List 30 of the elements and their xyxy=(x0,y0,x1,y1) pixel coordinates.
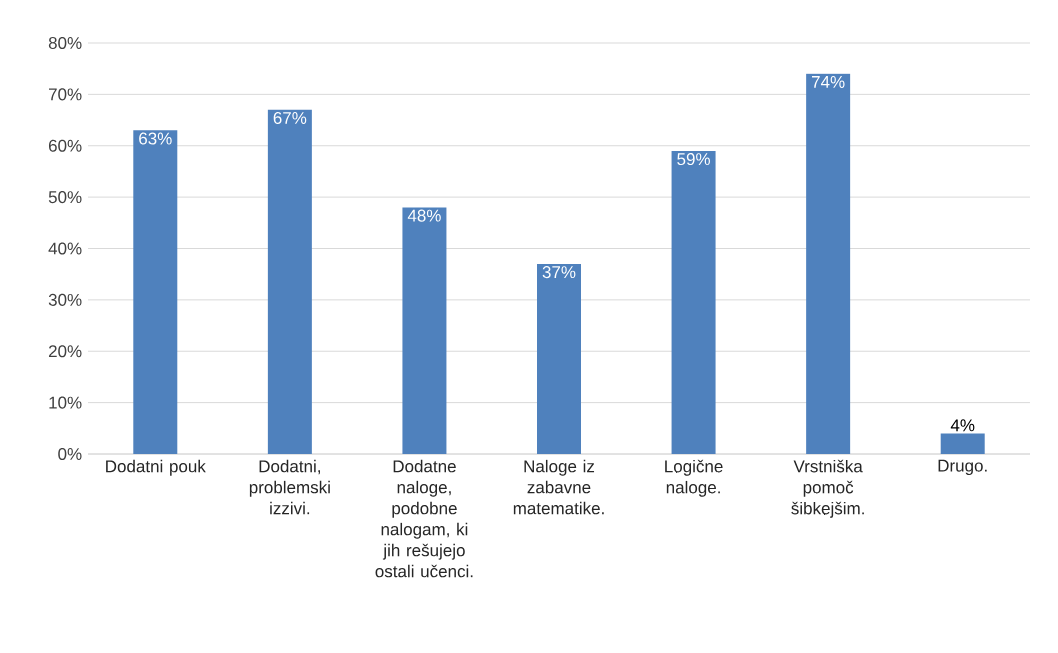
x-tick-label: Dodatni, problemski izzivi. xyxy=(249,459,330,515)
y-tick-label: 10% xyxy=(49,396,82,409)
bar xyxy=(537,263,581,454)
data-label: 48% xyxy=(407,209,441,222)
bar xyxy=(940,433,985,454)
x-tick-label: Naloge iz zabavne matematike. xyxy=(513,459,604,515)
y-tick-label: 80% xyxy=(48,36,82,50)
bar xyxy=(806,73,851,454)
y-tick-label: 50% xyxy=(48,191,82,204)
y-tick-label: 70% xyxy=(49,88,82,101)
y-tick-label: 30% xyxy=(48,293,82,306)
x-tick-label: Dodatni pouk xyxy=(106,459,206,476)
x-tick-label: Dodatne naloge, podobne nalogam, ki jih rešujejo ostali učenci. xyxy=(375,459,473,578)
x-tick-label: Vrstniška pomoč šibkejšim. xyxy=(791,459,864,518)
bar xyxy=(133,130,178,454)
y-tick-label: 20% xyxy=(48,345,82,358)
bar xyxy=(671,150,716,454)
data-label: 63% xyxy=(139,132,172,145)
data-label: 4% xyxy=(950,419,975,432)
y-tick-label: 60% xyxy=(48,139,82,152)
data-label: 37% xyxy=(542,266,576,279)
x-tick-label: Drugo. xyxy=(938,459,987,476)
bar xyxy=(267,109,312,454)
data-label: 67% xyxy=(273,111,307,125)
y-tick-label: 0% xyxy=(58,447,82,461)
y-tick-label: 40% xyxy=(48,242,82,255)
data-label: 74% xyxy=(812,76,845,88)
x-tick-label: Logične naloge. xyxy=(665,459,723,497)
bar xyxy=(402,207,447,454)
data-label: 59% xyxy=(677,153,710,166)
